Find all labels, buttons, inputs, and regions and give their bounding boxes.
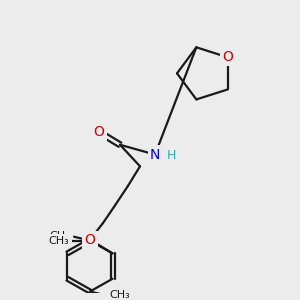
Text: CH₃: CH₃ [49, 231, 70, 241]
Text: CH₃: CH₃ [48, 236, 69, 246]
Text: O: O [222, 50, 233, 64]
Text: H: H [166, 149, 176, 162]
Text: O: O [85, 233, 95, 247]
Text: N: N [150, 148, 160, 162]
Text: O: O [94, 125, 104, 139]
Text: CH₃: CH₃ [109, 290, 130, 300]
